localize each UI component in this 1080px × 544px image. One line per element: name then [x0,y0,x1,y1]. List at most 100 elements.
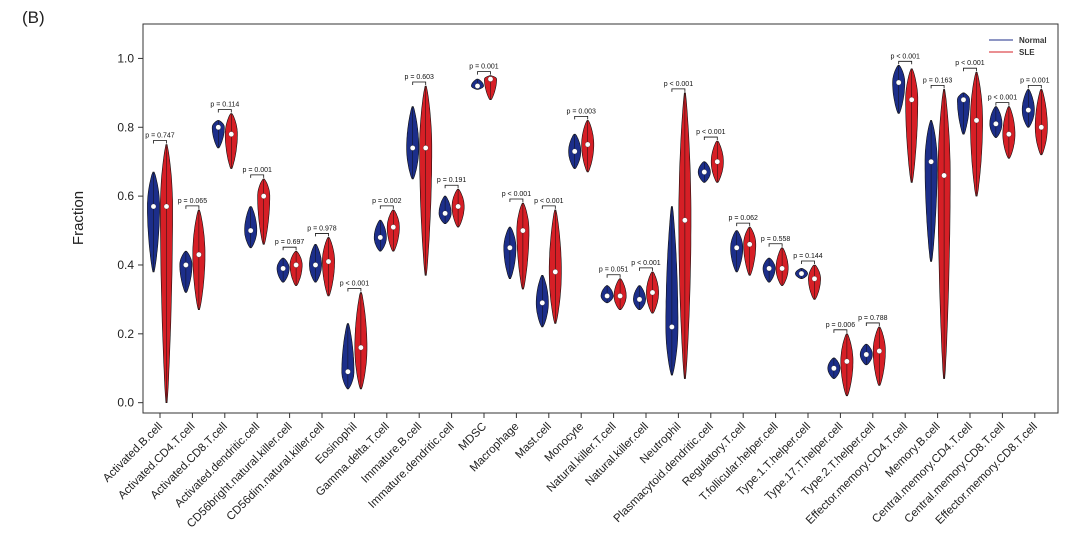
median-point-normal [766,265,772,272]
significance-bracket [347,288,362,292]
p-value-label: p = 0.558 [761,236,790,243]
median-point-sle [682,217,688,223]
p-value-label: p = 0.978 [307,225,336,232]
median-point-sle [876,348,883,354]
p-value-label: p < 0.001 [534,198,563,205]
significance-bracket [963,67,977,72]
median-point-sle [552,269,559,275]
legend-normal-label: Normal [1019,36,1047,45]
p-value-label: p < 0.001 [988,95,1017,102]
median-point-sle [358,344,364,351]
median-point-normal [798,270,805,277]
median-point-sle [973,117,980,124]
y-tick-label: 1.0 [117,51,134,65]
significance-bracket [768,243,783,247]
median-point-normal [539,300,546,306]
median-point-sle [422,145,429,151]
median-point-normal [409,145,416,151]
median-point-normal [895,79,902,86]
p-value-label: p = 0.051 [599,267,628,274]
median-point-sle [325,258,332,265]
median-point-normal [1025,107,1032,113]
p-value-label: p = 0.065 [178,198,207,205]
significance-bracket [1027,85,1042,89]
median-point-normal [442,210,448,217]
significance-bracket [833,329,848,333]
panel-label: (B) [22,8,45,27]
significance-bracket [606,274,621,278]
significance-bracket [703,136,718,141]
median-point-normal [993,121,999,127]
p-value-label: p < 0.001 [696,129,725,136]
significance-bracket [995,102,1010,106]
median-point-sle [260,193,267,199]
median-point-sle [1038,124,1045,131]
median-point-sle [617,293,623,299]
significance-bracket [541,205,556,209]
median-point-normal [280,265,286,272]
median-point-sle [779,265,785,272]
y-tick-label: 0.6 [117,189,134,203]
p-value-label: p < 0.001 [664,81,693,88]
median-point-normal [345,368,351,375]
significance-bracket [865,322,880,326]
median-point-sle [520,227,526,234]
y-tick-label: 0.0 [117,396,134,410]
median-point-normal [571,148,578,155]
significance-bracket [250,174,265,178]
significance-bracket [509,198,524,203]
significance-bracket [444,184,459,189]
p-value-label: p = 0.747 [145,132,174,139]
significance-bracket [477,71,491,75]
p-value-label: p < 0.001 [631,260,660,267]
median-point-sle [941,172,947,179]
median-point-sle [1006,131,1012,137]
median-point-normal [150,203,157,210]
median-point-normal [669,324,675,330]
significance-bracket [801,260,815,264]
significance-bracket [379,205,394,209]
y-tick-label: 0.2 [117,327,134,341]
p-value-label: p < 0.001 [340,281,369,288]
median-point-sle [649,289,656,296]
p-value-label: p = 0.788 [858,315,887,322]
significance-bracket [898,60,913,65]
median-point-sle [455,203,461,210]
p-value-label: p = 0.697 [275,239,304,246]
median-point-normal [312,262,319,268]
median-point-normal [377,234,384,241]
legend: Normal SLE [989,36,1047,57]
median-point-normal [507,245,513,251]
median-point-sle [487,76,494,82]
median-point-sle [293,262,299,268]
significance-bracket [412,81,427,85]
y-tick-label: 0.8 [117,120,134,134]
p-value-label: p = 0.001 [469,64,498,71]
significance-bracket [574,115,589,120]
median-point-sle [390,224,397,230]
median-point-normal [928,158,934,165]
median-point-normal [863,351,870,358]
y-tick-label: 0.4 [117,258,134,272]
legend-sle-label: SLE [1019,48,1035,57]
median-point-normal [215,124,222,131]
median-point-normal [183,262,189,268]
median-point-sle [811,275,818,282]
median-point-sle [714,158,721,165]
y-axis-title: Fraction [70,191,87,245]
median-point-sle [844,358,850,365]
significance-bracket [315,233,329,237]
median-point-sle [584,141,591,148]
median-point-sle [228,131,235,137]
p-value-label: p < 0.001 [955,60,984,67]
median-point-normal [247,227,254,234]
p-value-label: p = 0.191 [437,177,466,184]
p-value-label: p = 0.001 [243,167,272,174]
p-value-label: p = 0.144 [793,253,822,260]
x-category-label: Activated.B.cell [101,421,165,485]
p-value-label: p = 0.006 [826,322,855,329]
median-point-sle [196,251,202,258]
median-point-sle [908,96,915,103]
significance-bracket [736,222,751,227]
significance-bracket [671,88,686,92]
